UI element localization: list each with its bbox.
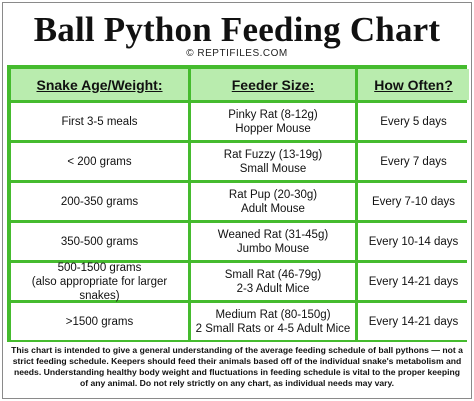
age-weight-cell-line: >1500 grams <box>65 315 134 328</box>
feeder-size-cell: Medium Rat (80-150g) 2 Small Rats or 4-5 … <box>191 303 355 340</box>
feeder-size-cell-line: Adult Mouse <box>241 202 305 215</box>
frequency-cell: Every 14-21 days <box>358 303 469 340</box>
source-credit: © REPTIFILES.COM <box>186 48 288 59</box>
age-weight-cell: >1500 grams <box>11 303 188 340</box>
age-weight-cell: < 200 grams <box>11 143 188 180</box>
frequency-cell-line: Every 7 days <box>380 155 447 168</box>
age-weight-cell-line: 500-1500 grams <box>57 261 142 274</box>
frequency-cell: Every 5 days <box>358 103 469 140</box>
age-weight-cell-line: (also appropriate for larger snakes) <box>31 275 168 302</box>
header-age-weight: Snake Age/Weight: <box>11 69 188 100</box>
feeder-size-cell-line: Hopper Mouse <box>235 122 311 135</box>
disclaimer-text: This chart is intended to give a general… <box>11 345 463 388</box>
feeder-size-cell-line: Pinky Rat (8-12g) <box>228 108 318 121</box>
frequency-cell: Every 7-10 days <box>358 183 469 220</box>
feeder-size-cell-line: Rat Fuzzy (13-19g) <box>223 148 323 161</box>
frequency-cell: Every 14-21 days <box>358 263 469 300</box>
age-weight-cell: 200-350 grams <box>11 183 188 220</box>
feeder-size-cell: Rat Pup (20-30g) Adult Mouse <box>191 183 355 220</box>
age-weight-cell-line: 350-500 grams <box>60 235 139 248</box>
frequency-cell-line: Every 7-10 days <box>371 195 456 208</box>
feeder-size-cell-line: Small Rat (46-79g) <box>224 268 322 281</box>
feeder-size-cell-line: 2 Small Rats or 4-5 Adult Mice <box>195 322 351 335</box>
feeder-size-cell-line: 2-3 Adult Mice <box>236 282 310 295</box>
feeder-size-cell-line: Small Mouse <box>239 162 307 175</box>
age-weight-cell: 350-500 grams <box>11 223 188 260</box>
frequency-cell-line: Every 10-14 days <box>368 235 459 248</box>
frequency-cell: Every 10-14 days <box>358 223 469 260</box>
age-weight-cell-line: 200-350 grams <box>60 195 139 208</box>
feeder-size-cell: Rat Fuzzy (13-19g) Small Mouse <box>191 143 355 180</box>
age-weight-cell: First 3-5 meals <box>11 103 188 140</box>
age-weight-cell-line: First 3-5 meals <box>61 115 138 128</box>
feeder-size-cell-line: Rat Pup (20-30g) <box>228 188 318 201</box>
header-how-often: How Often? <box>358 69 469 100</box>
feeder-size-cell-line: Weaned Rat (31-45g) <box>217 228 329 241</box>
page-title: Ball Python Feeding Chart <box>33 10 441 49</box>
feeder-size-cell: Weaned Rat (31-45g) Jumbo Mouse <box>191 223 355 260</box>
feeding-table: Snake Age/Weight: Feeder Size: How Often? F… <box>7 65 469 342</box>
age-weight-cell-line: < 200 grams <box>67 155 132 168</box>
frequency-cell-line: Every 5 days <box>380 115 447 128</box>
feeder-size-cell: Pinky Rat (8-12g) Hopper Mouse <box>191 103 355 140</box>
feeder-size-cell-line: Jumbo Mouse <box>236 242 310 255</box>
frequency-cell: Every 7 days <box>358 143 469 180</box>
feeder-size-cell: Small Rat (46-79g) 2-3 Adult Mice <box>191 263 355 300</box>
frequency-cell-line: Every 14-21 days <box>368 315 459 328</box>
header-feeder-size: Feeder Size: <box>191 69 355 100</box>
frequency-cell-line: Every 14-21 days <box>368 275 459 288</box>
feeder-size-cell-line: Medium Rat (80-150g) <box>215 308 331 321</box>
age-weight-cell: 500-1500 grams (also appropriate for larg… <box>11 261 188 302</box>
